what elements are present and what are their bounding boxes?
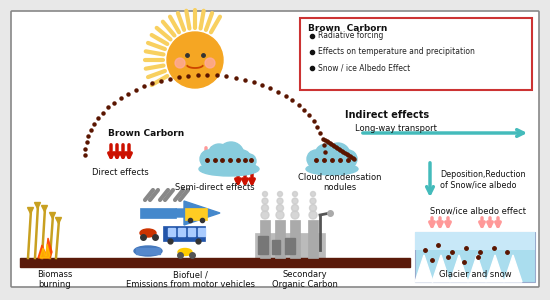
Text: Indirect effects: Indirect effects [345, 110, 429, 120]
Circle shape [218, 142, 244, 168]
Text: Cloud condensation
nodules: Cloud condensation nodules [298, 173, 382, 192]
Bar [308, 220, 318, 258]
Text: Biomass
burning: Biomass burning [37, 270, 73, 290]
Text: Radiative forcing: Radiative forcing [318, 32, 383, 40]
Ellipse shape [140, 229, 156, 237]
Circle shape [307, 150, 325, 168]
Circle shape [311, 191, 316, 196]
Bar [290, 220, 300, 258]
Bar [258, 236, 268, 254]
Ellipse shape [134, 246, 162, 256]
Circle shape [276, 211, 284, 219]
FancyBboxPatch shape [415, 232, 535, 250]
Text: Snow / ice Albedo Effect: Snow / ice Albedo Effect [318, 64, 410, 73]
Bar [20, 258, 410, 267]
Circle shape [175, 58, 185, 68]
Bar [272, 240, 280, 254]
Text: Biofuel /
Emissions from motor vehicles: Biofuel / Emissions from motor vehicles [125, 270, 255, 290]
Bar [185, 208, 207, 220]
Circle shape [200, 150, 218, 168]
Ellipse shape [306, 163, 358, 175]
Text: Brown Carborn: Brown Carborn [108, 129, 184, 138]
FancyBboxPatch shape [415, 232, 535, 282]
FancyArrow shape [176, 201, 220, 225]
Bar [260, 220, 270, 258]
Ellipse shape [178, 248, 192, 256]
Bar [136, 248, 160, 254]
Polygon shape [432, 255, 450, 282]
FancyBboxPatch shape [11, 11, 539, 287]
Bar [188, 228, 195, 236]
Circle shape [310, 198, 316, 204]
Circle shape [262, 191, 267, 196]
Text: Direct effects: Direct effects [92, 168, 148, 177]
Circle shape [291, 211, 299, 219]
Circle shape [310, 205, 316, 212]
Circle shape [326, 143, 350, 167]
Circle shape [261, 211, 269, 219]
Circle shape [233, 150, 251, 168]
Circle shape [277, 205, 283, 212]
Circle shape [315, 144, 337, 166]
Text: Secondary
Organic Carbon: Secondary Organic Carbon [272, 270, 338, 290]
FancyBboxPatch shape [300, 18, 532, 90]
Circle shape [278, 191, 283, 196]
Bar [163, 226, 205, 241]
Circle shape [339, 150, 357, 168]
Circle shape [208, 144, 230, 166]
Circle shape [293, 191, 298, 196]
Polygon shape [40, 244, 50, 258]
Text: Brown  Carborn: Brown Carborn [308, 24, 387, 33]
Circle shape [309, 211, 317, 219]
Bar [198, 228, 205, 236]
Polygon shape [486, 255, 504, 282]
Polygon shape [415, 255, 433, 282]
Circle shape [292, 205, 299, 212]
Ellipse shape [199, 162, 259, 176]
Polygon shape [38, 238, 52, 258]
Circle shape [242, 154, 256, 168]
Circle shape [262, 198, 268, 204]
Bar [275, 220, 285, 258]
Circle shape [277, 198, 283, 204]
Bar [140, 208, 176, 218]
Bar [168, 228, 175, 236]
Text: Semi-direct effects: Semi-direct effects [175, 183, 255, 192]
Bar [285, 238, 295, 254]
Bar [178, 228, 185, 236]
Text: Effects on temperature and precipitation: Effects on temperature and precipitation [318, 47, 475, 56]
Text: Glacier and snow: Glacier and snow [439, 270, 512, 279]
Polygon shape [450, 255, 468, 282]
Text: Deposition,Reduction
of Snow/ice albedo: Deposition,Reduction of Snow/ice albedo [440, 170, 525, 189]
Circle shape [205, 58, 215, 68]
Text: Snow/ice albedo effect: Snow/ice albedo effect [430, 207, 526, 216]
Polygon shape [468, 255, 486, 282]
Bar [255, 233, 325, 258]
Text: Long-way transport: Long-way transport [355, 124, 437, 133]
Polygon shape [504, 255, 522, 282]
Circle shape [167, 32, 223, 88]
Circle shape [292, 198, 298, 204]
Circle shape [261, 205, 268, 212]
